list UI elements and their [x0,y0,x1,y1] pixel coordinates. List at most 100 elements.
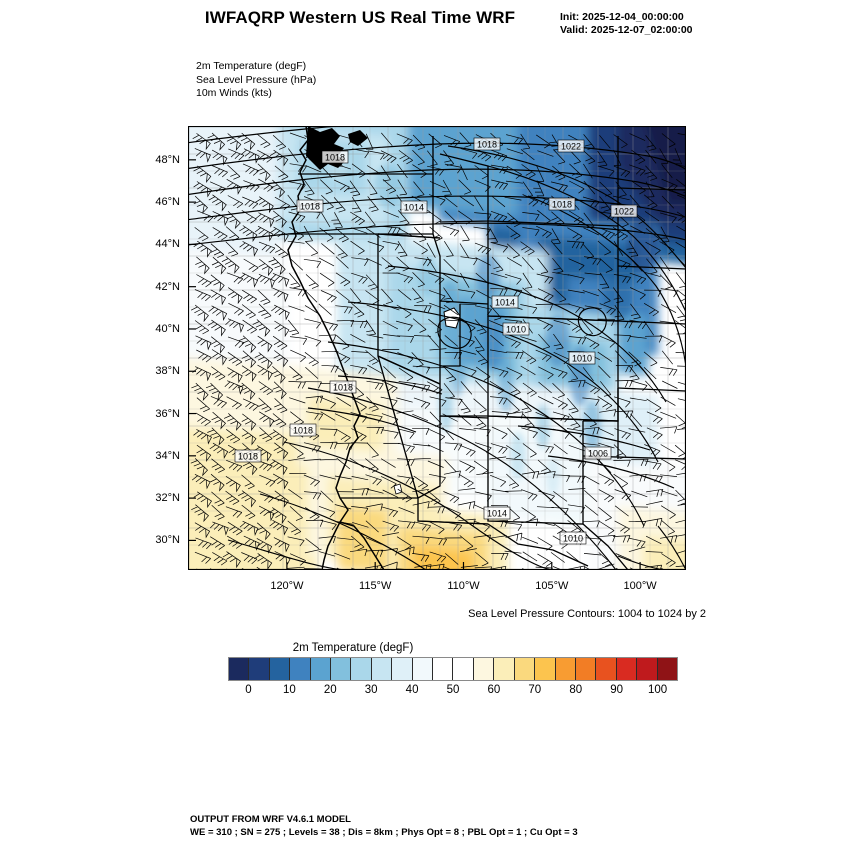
wind-barb [443,258,457,272]
wind-barb [506,367,523,380]
wind-barb [538,333,551,350]
init-time: Init: 2025-12-04_00:00:00 [560,11,684,23]
wind-barb [597,318,615,326]
wind-barb [429,290,446,302]
wind-barb [675,565,686,567]
wind-barb [506,445,521,459]
wind-barb [567,289,585,294]
wind-barb [473,427,491,437]
wind-barb [458,414,472,426]
wind-barb [459,132,472,148]
wind-barb [396,410,414,414]
wind-barb [225,476,241,493]
wind-barb [660,444,676,454]
wind-barb [443,287,454,304]
wind-barb [460,148,478,159]
wind-barb [412,488,430,493]
wind-barb [522,227,540,236]
wind-barb [599,196,611,212]
wind-barb [631,458,649,467]
wind-barb [320,164,333,178]
wind-barb [365,474,382,486]
wind-barb [397,352,414,364]
wind-barb [428,194,446,206]
wind-barb [474,319,487,335]
wind-barb [364,211,376,228]
wind-barb [583,212,595,229]
wind-barb [270,226,289,243]
wind-barb [366,488,384,494]
wind-barb [553,351,570,365]
wind-barb [318,551,336,557]
wind-barb [522,272,533,289]
wind-barb [195,256,210,275]
wind-barb [427,506,446,514]
wind-barb [474,242,492,255]
wind-barb [194,227,209,242]
valid-time: Valid: 2025-12-07_02:00:00 [560,24,693,36]
wind-barb [474,491,492,502]
wind-barb [553,320,571,326]
wind-barb [272,473,289,490]
wind-barb [383,226,401,235]
wind-barb [661,195,675,209]
wind-barb [258,490,274,503]
wind-barb [662,380,678,389]
colorbar-tick-label: 90 [610,684,624,696]
wind-barb [412,535,430,544]
wind-barb [287,536,305,547]
wind-barb [505,490,523,492]
contour-label-box [234,449,262,463]
wind-barb [381,380,398,393]
colorbar [228,657,678,681]
wind-barb [243,535,260,551]
wind-barb [350,412,368,423]
wind-barb [381,429,399,439]
wind-barb [336,537,354,541]
contour-label-box [568,351,596,365]
wind-barb [211,505,225,520]
wind-barb [506,134,523,145]
wind-barb [335,305,353,314]
wind-barb [506,351,524,360]
wind-barb [240,148,260,164]
wind-barb [506,148,524,155]
wind-barb [613,274,631,284]
colorbar-title: 2m Temperature (degF) [292,642,414,654]
wind-barb [551,228,561,245]
wind-barb [644,320,654,336]
weather-map: 1018 1018 1014 1022 1018 1018 1022 1014 1010 1010… [188,126,686,570]
wind-barb [615,553,632,561]
wind-barb [335,272,351,287]
wind-barb [491,179,508,190]
wind-barb [643,351,658,367]
wind-barb [397,488,413,503]
wind-barb [318,257,335,267]
wind-barb [239,272,259,288]
wind-barb [599,409,617,417]
wind-barb [628,365,640,381]
wind-barb [427,210,442,225]
contour-label: 1018 [552,199,572,209]
wind-barb [336,521,354,525]
wind-barb [225,506,243,518]
wind-barb [380,396,398,407]
wind-barb [305,367,319,379]
wind-barb [274,320,290,338]
wind-barb [351,506,369,515]
wind-barb [289,553,306,566]
wind-barb [491,553,509,561]
colorbar-cell [535,658,556,680]
wind-barb [443,491,460,504]
wind-barb [366,426,385,435]
wind-barb [646,427,663,440]
wind-barb [598,489,615,503]
wind-barb [274,490,289,508]
wind-barb [489,474,507,487]
wind-barb [645,335,663,343]
wind-barb [274,243,289,259]
wind-barb [227,521,243,536]
wind-barb [537,150,554,157]
wind-barb [521,518,539,526]
wind-barb [382,520,399,532]
